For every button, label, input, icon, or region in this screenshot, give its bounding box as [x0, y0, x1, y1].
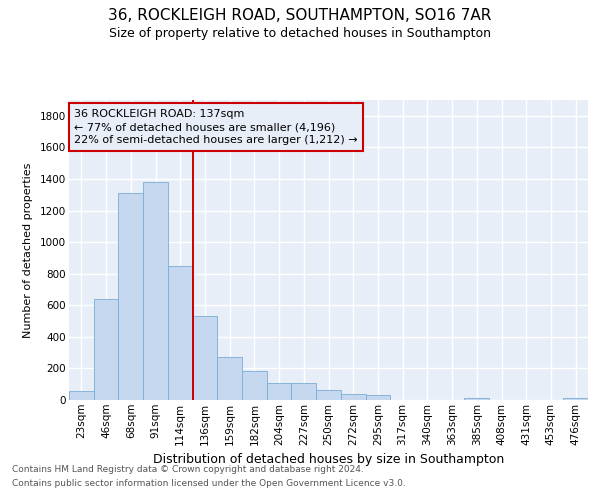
Text: Contains public sector information licensed under the Open Government Licence v3: Contains public sector information licen…	[12, 479, 406, 488]
Text: Size of property relative to detached houses in Southampton: Size of property relative to detached ho…	[109, 28, 491, 40]
Bar	[217, 356, 242, 400]
Bar	[193, 316, 217, 400]
Bar	[242, 371, 267, 400]
Bar	[365, 396, 390, 400]
Bar	[464, 398, 489, 400]
Text: 36, ROCKLEIGH ROAD, SOUTHAMPTON, SO16 7AR: 36, ROCKLEIGH ROAD, SOUTHAMPTON, SO16 7A…	[109, 8, 491, 22]
Bar	[292, 384, 316, 400]
Bar	[94, 299, 118, 400]
Text: Contains HM Land Registry data © Crown copyright and database right 2024.: Contains HM Land Registry data © Crown c…	[12, 466, 364, 474]
X-axis label: Distribution of detached houses by size in Southampton: Distribution of detached houses by size …	[153, 453, 504, 466]
Bar	[168, 266, 193, 400]
Bar	[267, 384, 292, 400]
Y-axis label: Number of detached properties: Number of detached properties	[23, 162, 33, 338]
Text: 36 ROCKLEIGH ROAD: 137sqm
← 77% of detached houses are smaller (4,196)
22% of se: 36 ROCKLEIGH ROAD: 137sqm ← 77% of detac…	[74, 109, 358, 146]
Bar	[143, 182, 168, 400]
Bar	[69, 392, 94, 400]
Bar	[118, 193, 143, 400]
Bar	[341, 394, 365, 400]
Bar	[563, 398, 588, 400]
Bar	[316, 390, 341, 400]
